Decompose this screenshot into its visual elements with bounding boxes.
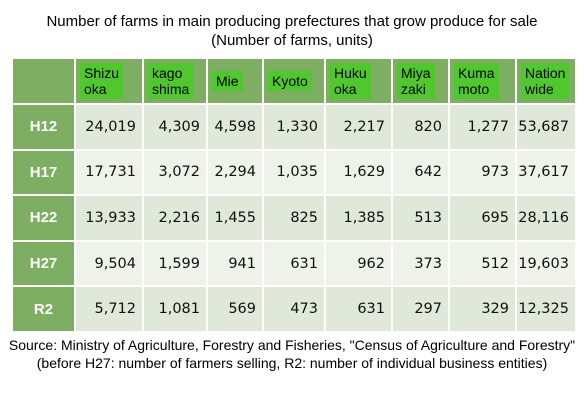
table-cell: 13,933 bbox=[74, 194, 144, 242]
column-header-text: Kuma bbox=[458, 65, 495, 81]
table-cell: 53,687 bbox=[515, 103, 577, 151]
title-line-2: (Number of farms, units) bbox=[211, 32, 373, 49]
table-cell: 642 bbox=[391, 148, 450, 197]
table-cell: 1,455 bbox=[206, 194, 264, 242]
table-cell: 513 bbox=[391, 194, 450, 242]
table-row: H22 13,933 2,216 1,455 825 1,385 513 695 28,116 bbox=[11, 194, 577, 242]
row-header: H22 bbox=[11, 194, 76, 242]
column-header: Kuma moto bbox=[448, 57, 517, 105]
column-header-label: Mie bbox=[212, 71, 243, 91]
table-cell: 2,216 bbox=[142, 194, 208, 242]
column-header-text: Kyoto bbox=[272, 73, 308, 89]
table-cell: 3,072 bbox=[142, 148, 208, 197]
column-header-label: Kyoto bbox=[268, 71, 312, 91]
row-header: H17 bbox=[11, 148, 76, 197]
column-header-text: oka bbox=[334, 81, 357, 97]
column-header: Kyoto bbox=[262, 57, 326, 105]
table-cell: 1,385 bbox=[324, 194, 393, 242]
table-cell: 631 bbox=[262, 239, 326, 288]
column-header-text: zaki bbox=[401, 81, 426, 97]
table-cell: 4,309 bbox=[142, 103, 208, 151]
column-header-text: Mie bbox=[216, 73, 239, 89]
table-cell: 941 bbox=[206, 239, 264, 288]
column-header-label: Huku oka bbox=[330, 63, 371, 99]
table-cell: 12,325 bbox=[515, 285, 577, 333]
row-header: H27 bbox=[11, 239, 76, 288]
chart-title: Number of farms in main producing prefec… bbox=[0, 12, 584, 50]
row-header: H12 bbox=[11, 103, 76, 151]
column-header-text: wide bbox=[525, 81, 554, 97]
column-header-label: Miya zaki bbox=[397, 63, 435, 99]
table-cell: 9,504 bbox=[74, 239, 144, 288]
table-cell: 1,599 bbox=[142, 239, 208, 288]
column-header-label: Kuma moto bbox=[454, 63, 499, 99]
table-cell: 17,731 bbox=[74, 148, 144, 197]
table-cell: 1,035 bbox=[262, 148, 326, 197]
table-cell: 825 bbox=[262, 194, 326, 242]
header-row: Shizu oka kago shima Mie Kyoto Huku oka Miya zaki… bbox=[11, 57, 577, 105]
table-cell: 962 bbox=[324, 239, 393, 288]
source-note: Source: Ministry of Agriculture, Forestr… bbox=[8, 337, 576, 371]
table-row: H12 24,019 4,309 4,598 1,330 2,217 820 1,277 53,… bbox=[11, 103, 577, 151]
column-header-text: Shizu bbox=[84, 65, 120, 81]
column-header-text: oka bbox=[84, 81, 107, 97]
column-header: Miya zaki bbox=[391, 57, 450, 105]
table-row: H27 9,504 1,599 941 631 962 373 512 19,603 bbox=[11, 239, 577, 288]
column-header: kago shima bbox=[142, 57, 208, 105]
table-cell: 5,712 bbox=[74, 285, 144, 333]
table-cell: 2,217 bbox=[324, 103, 393, 151]
column-header: Mie bbox=[206, 57, 264, 105]
table-cell: 695 bbox=[448, 194, 517, 242]
table-cell: 19,603 bbox=[515, 239, 577, 288]
corner-cell bbox=[11, 57, 76, 105]
table-cell: 473 bbox=[262, 285, 326, 333]
table-cell: 1,629 bbox=[324, 148, 393, 197]
table-cell: 512 bbox=[448, 239, 517, 288]
table-cell: 2,294 bbox=[206, 148, 264, 197]
table-cell: 631 bbox=[324, 285, 393, 333]
column-header: Nation wide bbox=[515, 57, 577, 105]
table-cell: 1,277 bbox=[448, 103, 517, 151]
table-cell: 1,330 bbox=[262, 103, 326, 151]
column-header-text: Nation bbox=[525, 65, 566, 81]
table-row: H17 17,731 3,072 2,294 1,035 1,629 642 973 37,61… bbox=[11, 148, 577, 197]
table-cell: 37,617 bbox=[515, 148, 577, 197]
column-header-text: shima bbox=[152, 81, 190, 97]
table-cell: 373 bbox=[391, 239, 450, 288]
table-cell: 297 bbox=[391, 285, 450, 333]
table-cell: 820 bbox=[391, 103, 450, 151]
table-cell: 569 bbox=[206, 285, 264, 333]
table-cell: 24,019 bbox=[74, 103, 144, 151]
table-body: H12 24,019 4,309 4,598 1,330 2,217 820 1,277 53,… bbox=[11, 103, 577, 333]
table-cell: 973 bbox=[448, 148, 517, 197]
title-line-1: Number of farms in main producing prefec… bbox=[46, 13, 538, 30]
column-header: Shizu oka bbox=[74, 57, 144, 105]
column-header-label: kago shima bbox=[148, 63, 194, 99]
table-row: R2 5,712 1,081 569 473 631 297 329 12,325 bbox=[11, 285, 577, 333]
table-cell: 28,116 bbox=[515, 194, 577, 242]
column-header-label: Shizu oka bbox=[80, 63, 124, 99]
column-header-text: kago bbox=[152, 65, 183, 81]
table-cell: 4,598 bbox=[206, 103, 264, 151]
column-header-text: moto bbox=[458, 81, 490, 97]
table-cell: 1,081 bbox=[142, 285, 208, 333]
table-cell: 329 bbox=[448, 285, 517, 333]
column-header-text: Huku bbox=[334, 65, 367, 81]
row-header: R2 bbox=[11, 285, 76, 333]
column-header-text: Miya bbox=[401, 65, 431, 81]
column-header-label: Nation wide bbox=[521, 63, 570, 99]
column-header: Huku oka bbox=[324, 57, 393, 105]
farms-table: Shizu oka kago shima Mie Kyoto Huku oka Miya zaki… bbox=[11, 57, 577, 333]
